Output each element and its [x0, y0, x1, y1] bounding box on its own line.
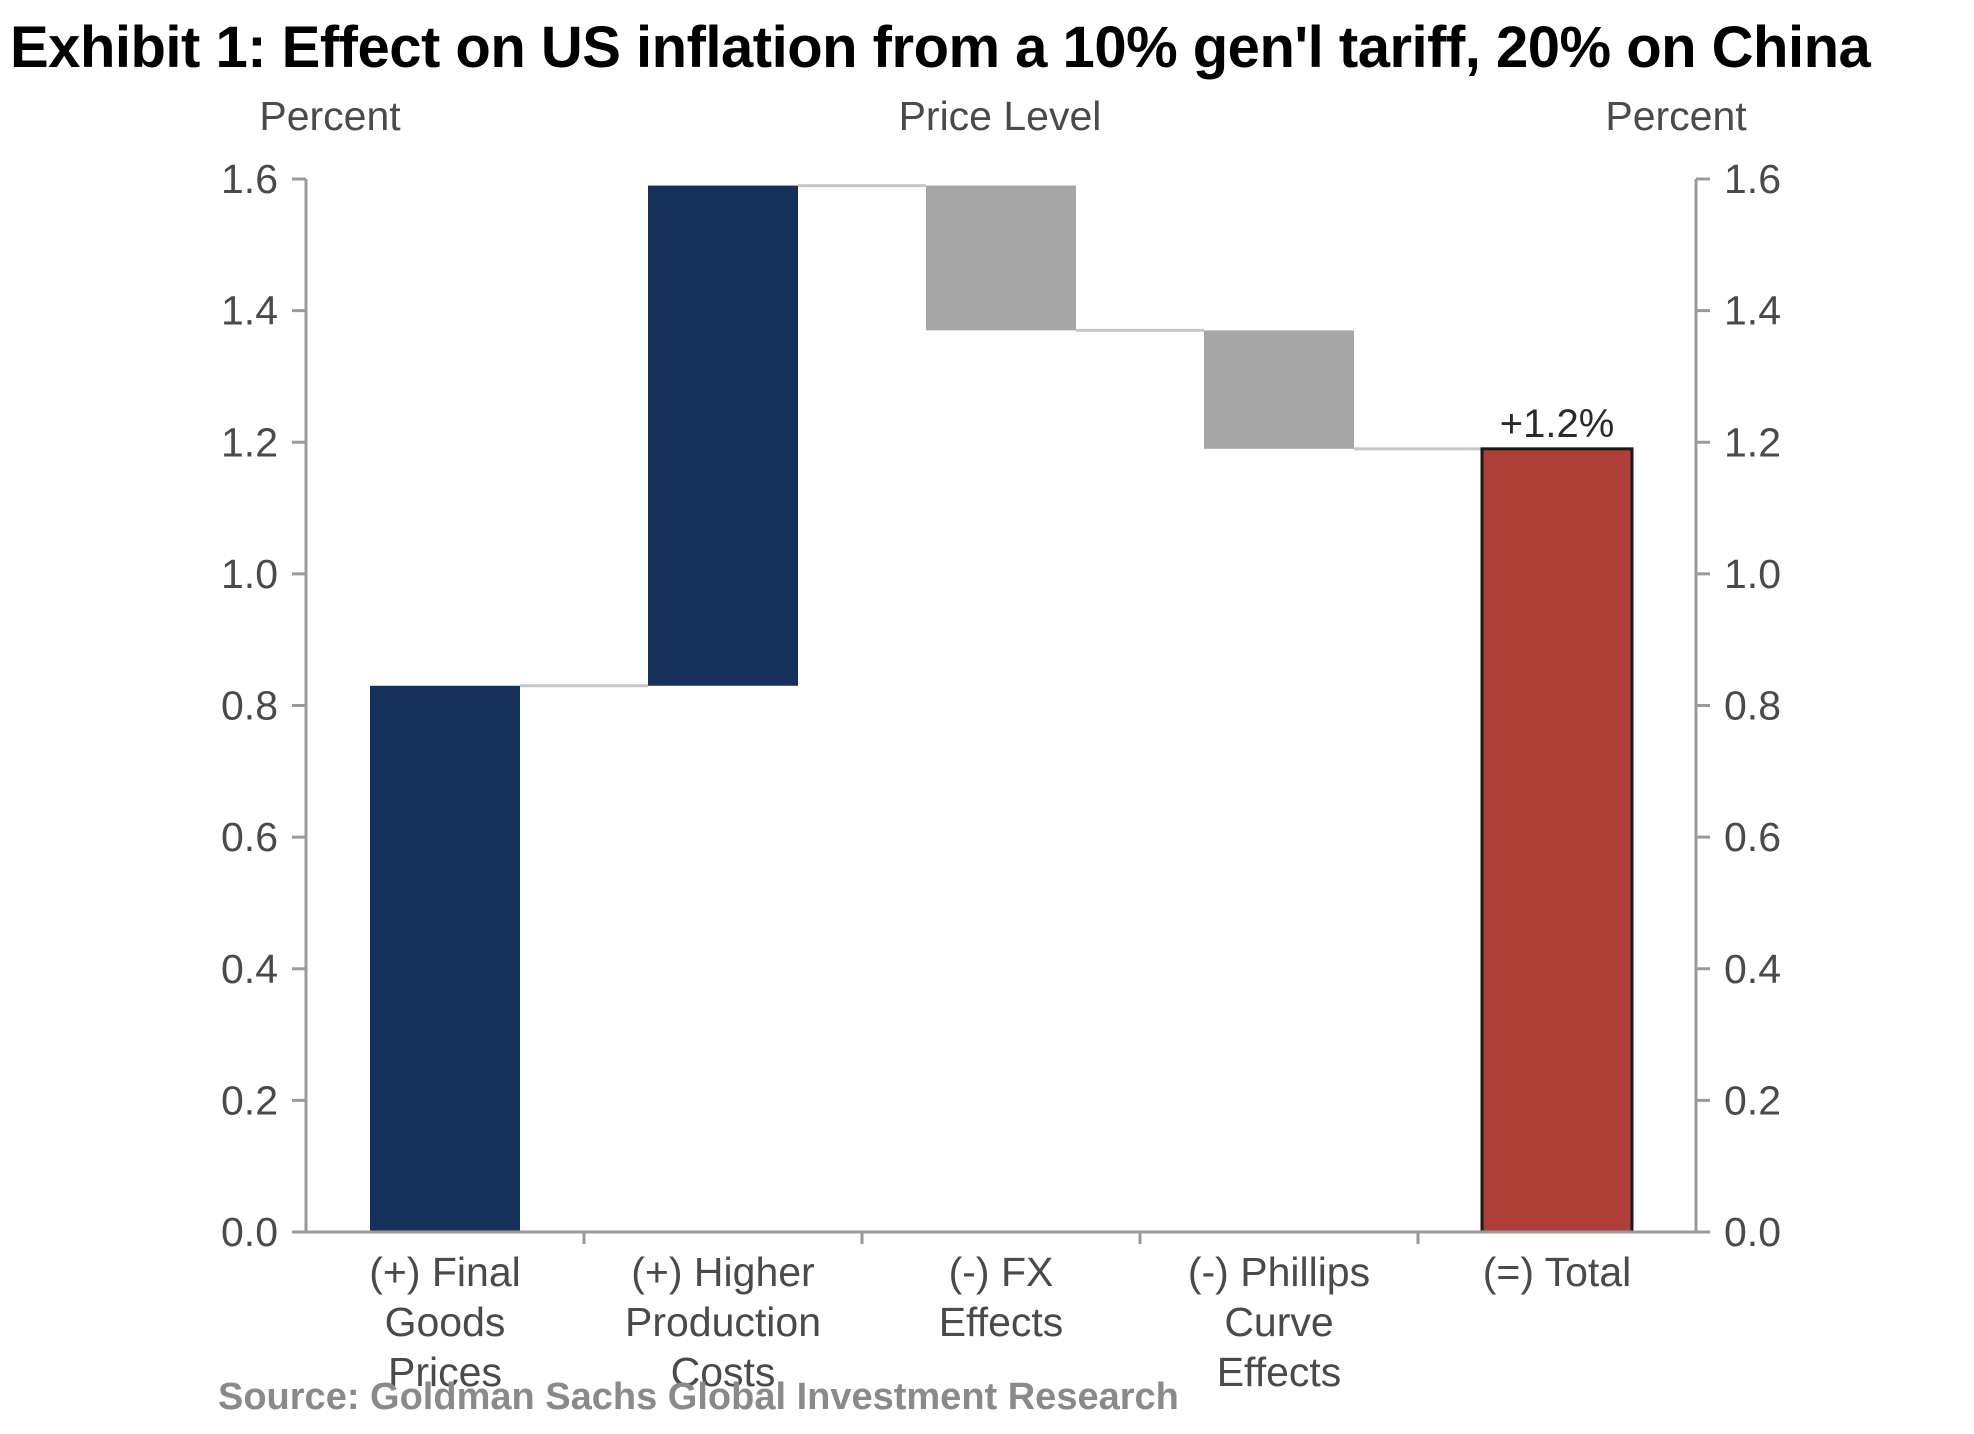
- category-label-line: Goods: [385, 1299, 506, 1345]
- bar-increase: [648, 185, 798, 686]
- left-tick-label: 0.4: [221, 946, 278, 992]
- right-tick-label: 0.0: [1724, 1209, 1781, 1255]
- category-label-line: (-) FX: [949, 1249, 1054, 1295]
- left-tick-label: 0.0: [221, 1209, 278, 1255]
- category-label-line: Curve: [1224, 1299, 1333, 1345]
- right-tick-label: 1.2: [1724, 419, 1781, 465]
- left-tick-label: 0.8: [221, 683, 278, 729]
- right-tick-label: 1.6: [1724, 156, 1781, 202]
- left-tick-label: 1.4: [221, 288, 278, 334]
- chart-title: Exhibit 1: Effect on US inflation from a…: [10, 15, 1871, 80]
- category-label-line: Effects: [939, 1299, 1064, 1345]
- bar-decrease: [926, 185, 1076, 331]
- right-tick-label: 0.8: [1724, 683, 1781, 729]
- category-label: (-) FX Effects: [939, 1249, 1064, 1345]
- right-axis-label: Percent: [1605, 93, 1747, 139]
- source-note: Source: Goldman Sachs Global Investment …: [218, 1376, 1179, 1418]
- left-tick-label: 0.6: [221, 814, 278, 860]
- bar-total: [1480, 447, 1634, 1234]
- chart-header: Price Level: [899, 93, 1102, 139]
- category-label-line: Costs: [671, 1349, 776, 1395]
- right-tick-label: 0.6: [1724, 814, 1781, 860]
- bar-decrease: [1204, 330, 1354, 449]
- right-tick-label: 0.2: [1724, 1077, 1781, 1123]
- category-label-line: (+) Higher: [631, 1249, 814, 1295]
- left-axis-label: Percent: [259, 93, 401, 139]
- right-tick-label: 1.0: [1724, 551, 1781, 597]
- category-label-line: Prices: [388, 1349, 502, 1395]
- category-label-line: (-) Phillips: [1188, 1249, 1370, 1295]
- data-label: +1.2%: [1500, 402, 1615, 446]
- right-tick-label: 0.4: [1724, 946, 1781, 992]
- category-label: (-) Phillips Curve Effects: [1188, 1249, 1370, 1395]
- category-label-line: (=) Total: [1483, 1249, 1632, 1295]
- left-tick-label: 1.0: [221, 551, 278, 597]
- category-label-line: Effects: [1217, 1349, 1342, 1395]
- bar-increase: [370, 685, 520, 1232]
- left-tick-label: 1.6: [221, 156, 278, 202]
- category-label: (=) Total: [1483, 1249, 1632, 1295]
- left-tick-label: 0.2: [221, 1077, 278, 1123]
- category-label: (+) Higher Production Costs: [625, 1249, 821, 1395]
- category-label: (+) Final Goods Prices: [369, 1249, 521, 1395]
- category-label-line: Production: [625, 1299, 821, 1345]
- left-tick-label: 1.2: [221, 419, 278, 465]
- category-label-line: (+) Final: [369, 1249, 521, 1295]
- right-tick-label: 1.4: [1724, 288, 1781, 334]
